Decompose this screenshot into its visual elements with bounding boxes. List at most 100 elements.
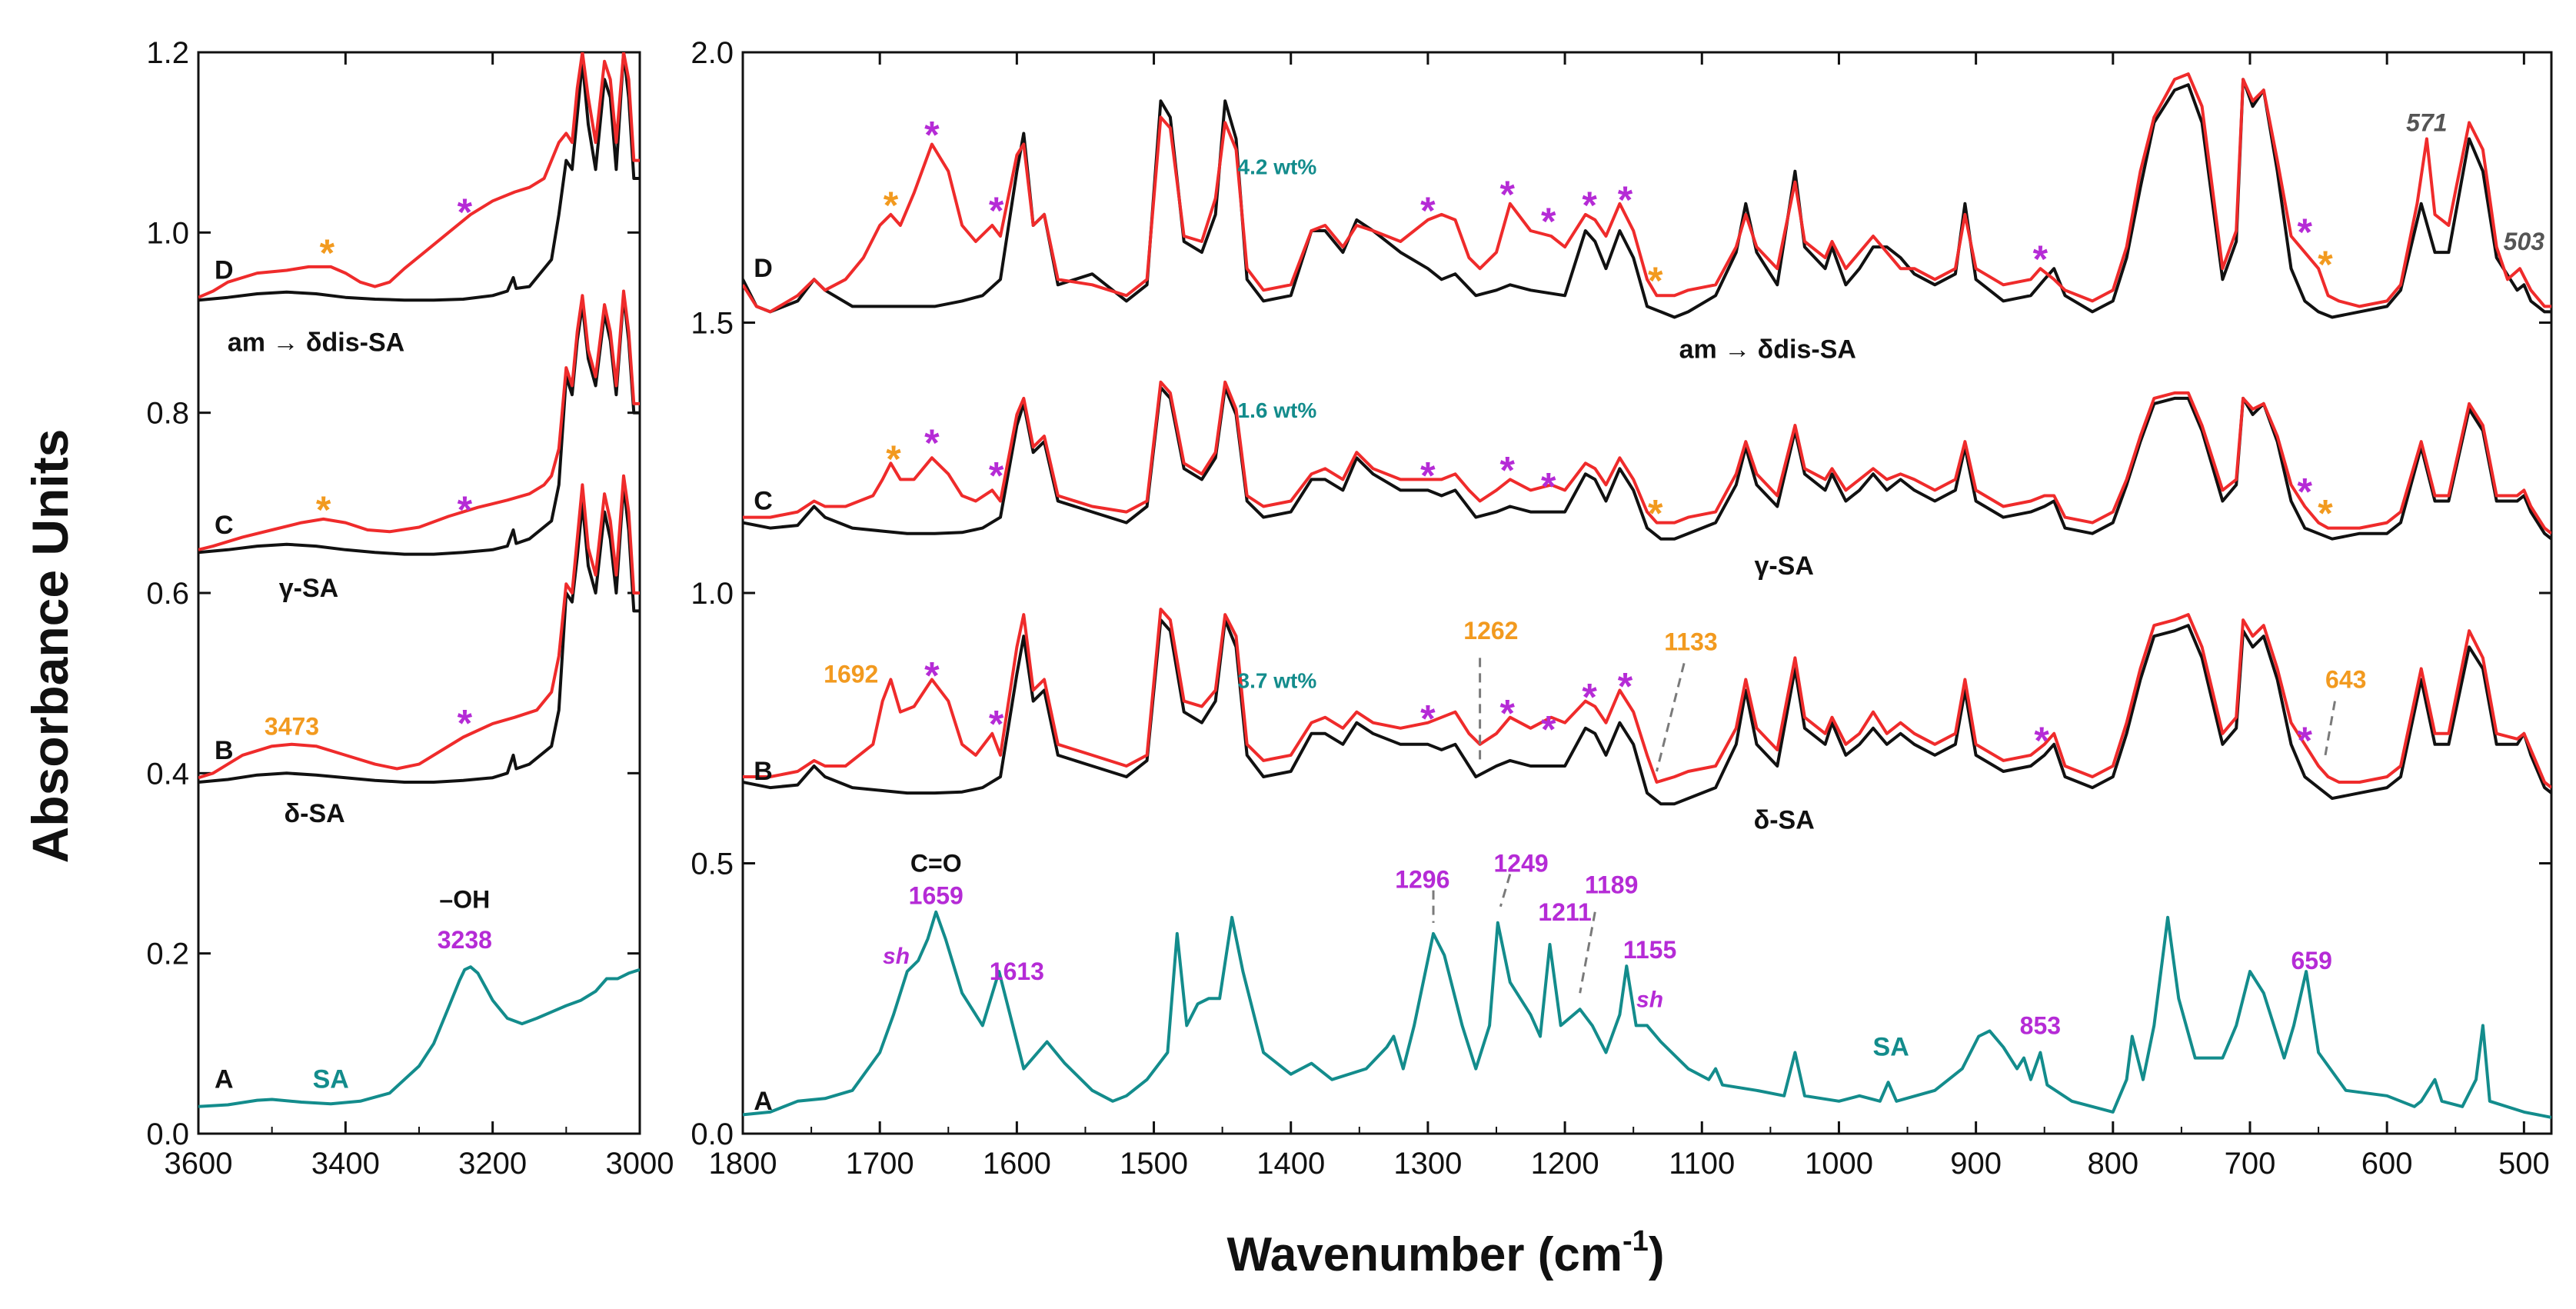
right-x-tick-label: 600 [2361,1147,2413,1181]
right-annotation-label: C [754,486,773,515]
right-peak-star-marker: * [1582,676,1597,719]
right-y-tick-label: 1.5 [691,307,734,341]
right-annotation-label: SA [1873,1033,1909,1062]
left-y-tick-label: 1.2 [146,36,189,70]
right-y-tick-label: 1.0 [691,577,734,611]
left-annotation-label: 3473 [265,712,319,740]
right-series-line-b-complex [743,608,2551,789]
right-annotation-label: 1189 [1585,871,1638,899]
right-annotation-label: 4.2 wt% [1238,155,1317,179]
right-peak-star-marker: * [1541,200,1556,243]
right-x-tick-label: 1800 [709,1147,777,1181]
right-y-tick-label: 0.5 [691,848,734,881]
right-series-line-c-complex [743,380,2551,535]
right-peak-star-marker: * [2298,470,2313,513]
left-y-tick-label: 1.0 [146,216,189,250]
left-series-line-d-polymer [198,52,640,302]
left-series-group [198,52,640,1108]
left-x-tick-label: 3600 [165,1147,233,1181]
right-annotation-label: 1296 [1395,866,1449,894]
right-peak-star-marker: * [1582,184,1597,227]
right-x-tick-label: 800 [2087,1147,2138,1181]
right-peak-star-marker: * [1420,189,1436,232]
right-annotation-label: 1659 [909,882,964,910]
right-peak-star-marker: * [1500,692,1516,735]
left-annotation-label: 3238 [438,926,492,954]
right-annotation-label: am → δdis-SA [1679,335,1856,365]
right-x-tick-label: 900 [1950,1147,2002,1181]
left-y-tick-label: 0.4 [146,757,189,791]
right-peak-star-marker: * [989,454,1004,497]
right-y-tick-label: 0.0 [691,1117,734,1151]
left-annotation-label: γ-SA [279,574,338,603]
right-x-tick-label: 1100 [1669,1147,1735,1181]
right-annotation-label: C=O [910,850,962,878]
right-series-line-d-polymer [743,78,2551,319]
right-x-tick-label: 1400 [1256,1147,1325,1181]
right-peak-star-marker: * [989,703,1004,746]
right-annotation-label: 571 [2406,108,2447,136]
right-peak-star-marker: * [886,438,901,481]
right-peak-star-marker: * [884,184,899,227]
right-annotation-label: 1.6 wt% [1238,398,1317,422]
x-axis-title-sup: -1 [1622,1225,1649,1257]
right-annotation-label: sh [1636,987,1663,1012]
right-peak-star-marker: * [924,654,940,697]
right-peak-star-marker: * [1500,173,1516,216]
x-axis-title-end: ) [1649,1228,1665,1281]
right-peak-star-marker: * [2318,492,2333,535]
right-leader-line [2324,701,2336,756]
right-annotation-label: 3.7 wt% [1238,668,1317,692]
right-annotation-label: 1249 [1493,850,1548,878]
left-series-line-b-complex [198,474,640,780]
right-leader-line [1656,663,1686,772]
right-x-tick-label: 1500 [1120,1147,1188,1181]
left-panel-oh-region: 3600 3400 3200 3000 0.0 0.2 0.4 0.6 0.8 1.0 1.2 A SA… [146,36,674,1181]
left-y-tick-label: 0.6 [146,577,189,611]
left-peak-star-marker: * [458,488,473,531]
right-x-tick-label: 1300 [1393,1147,1462,1181]
right-peak-star-marker: * [2298,211,2313,254]
right-annotation-label: γ-SA [1754,551,1813,581]
right-peak-star-marker: * [1618,664,1633,708]
right-annotation-label: 503 [2504,228,2545,255]
right-peak-star-marker: * [924,113,940,156]
right-peak-star-marker: * [1618,178,1633,221]
right-peak-star-marker: * [2034,719,2049,762]
left-peak-star-marker: * [458,191,473,234]
right-x-tick-label: 1600 [983,1147,1051,1181]
right-annotation-label: D [754,254,773,283]
right-annotation-label: 1133 [1664,628,1717,655]
right-annotation-label: 659 [2291,947,2331,974]
y-axis-title: Absorbance Units [22,429,78,864]
right-peak-star-marker: * [1648,259,1663,302]
right-peak-star-marker: * [1541,708,1556,751]
right-series-group [743,72,2551,1119]
right-peak-star-marker: * [1420,698,1436,741]
right-leader-line [1579,911,1596,994]
right-peak-star-marker: * [1541,465,1556,508]
left-x-tick-label: 3200 [458,1147,527,1181]
right-peak-star-marker: * [1500,448,1516,491]
left-annotation-label: –OH [439,885,490,913]
left-series-line-d-complex [198,52,640,299]
right-annotation-label: 853 [2020,1011,2061,1039]
left-annotation-label: B [215,736,234,765]
left-series-line-a-sa [198,965,640,1108]
right-annotation-label: B [754,757,773,786]
right-annotation-label: 1262 [1463,617,1518,645]
right-panel-fingerprint-region: 1800 1700 1600 1500 1400 1300 1200 1100 1000 900 8… [691,36,2553,1181]
left-x-tick-label: 3400 [311,1147,380,1181]
right-annotation-label: A [754,1087,773,1116]
x-axis-title: Wavenumber (cm-1) [1227,1225,1665,1281]
left-series-line-c-complex [198,289,640,551]
left-peak-star-marker: * [316,488,331,531]
left-annotation-label: SA [313,1065,349,1094]
left-annotation-label: am → δdis-SA [228,328,404,357]
right-annotation-label: δ-SA [1754,805,1815,834]
right-x-tick-label: 1000 [1805,1147,1873,1181]
right-annotation-label: sh [883,944,910,969]
right-annotation-label: 1155 [1623,936,1676,964]
